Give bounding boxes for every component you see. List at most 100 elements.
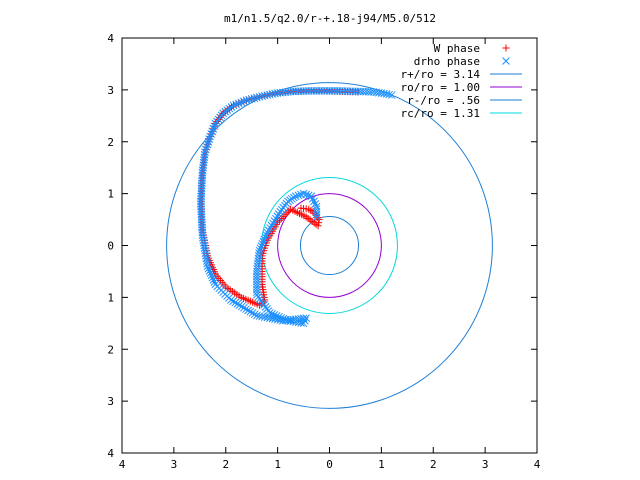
drho-phase-point-d2: [299, 189, 308, 198]
drho-phase-point-d2: [203, 140, 212, 149]
drho-phase-point: [229, 297, 237, 306]
drho-phase-point: [247, 95, 256, 103]
y-tick-label: 2: [107, 136, 114, 149]
drho-phase-point-d2: [242, 305, 250, 313]
drho-phase-point: [233, 300, 242, 308]
drho-phase-point-d2: [197, 189, 206, 198]
drho-phase-point-d2: [294, 315, 303, 323]
drho-phase-point-d2: [304, 191, 313, 200]
drho-phase-point-d2: [260, 235, 269, 244]
drho-phase-point-d2: [270, 217, 279, 225]
drho-phase-point: [237, 302, 246, 311]
drho-phase-point-d2: [253, 264, 262, 273]
drho-phase-point-d2: [267, 221, 276, 230]
y-tick-label: 3: [107, 84, 114, 97]
drho-phase-point: [203, 140, 212, 149]
drho-phase-point-d2: [268, 90, 277, 98]
drho-phase-point-d2: [307, 192, 316, 201]
drho-phase-point: [385, 90, 394, 99]
drho-phase-point-d2: [253, 93, 261, 102]
x-tick-label: 3: [171, 458, 178, 471]
drho-phase-point: [294, 191, 303, 200]
drho-phase-point-d2: [299, 314, 308, 323]
drho-phase-point-d2: [250, 310, 259, 319]
drho-phase-point: [269, 219, 277, 228]
y-axis-ticks: 4 3 2 1 0 1 2 3 4: [107, 32, 537, 460]
drho-phase-point: [242, 305, 250, 313]
drho-phase-point: [237, 98, 246, 107]
drho-phase-point: [307, 192, 316, 201]
drho-phase-point: [253, 288, 261, 297]
drho-phase-point-d2: [204, 137, 213, 146]
drho-phase-point-d2: [198, 174, 207, 182]
legend-marker-sample-d2: [502, 57, 510, 65]
legend-marker-sample: [502, 57, 510, 65]
drho-phase-point-d2: [207, 271, 216, 280]
drho-phase-point: [209, 276, 218, 284]
circle-series: [299, 215, 360, 276]
drho-phase-point: [253, 311, 261, 320]
drho-phase-point: [204, 137, 213, 146]
drho-phase-point: [204, 264, 213, 273]
drho-phase-point-d2: [197, 194, 205, 203]
drho-phase-point-d2: [240, 97, 248, 106]
drho-phase-point-d2: [210, 278, 219, 286]
legend-marker-sample: [502, 44, 510, 52]
x-tick-label: 3: [482, 458, 489, 471]
drho-phase-point-d2: [235, 301, 244, 310]
drho-phase-point-d2: [229, 101, 238, 110]
drho-phase-point-d2: [242, 96, 251, 105]
drho-phase-point-d2: [297, 190, 305, 199]
drho-phase-point: [201, 148, 209, 156]
y-tick-label: 4: [107, 32, 114, 45]
drho-phase-point-d2: [286, 87, 295, 96]
drho-phase-point-d2: [260, 91, 269, 100]
drho-phase-point: [210, 122, 219, 131]
drho-phase-point-d2: [211, 280, 220, 289]
drho-phase-point-d2: [206, 269, 215, 277]
drho-phase-point-d2: [276, 207, 285, 216]
drho-phase-point-d2: [297, 314, 305, 323]
y-tick-label: 1: [107, 188, 114, 201]
drho-phase-point-d2: [201, 148, 209, 156]
drho-phase-point-d2: [262, 230, 271, 239]
drho-phase-point: [261, 233, 270, 241]
x-tick-label: 0: [326, 458, 333, 471]
drho-phase-point-d2: [255, 92, 264, 101]
chart-title: m1/n1.5/q2.0/r-+.18-j94/M5.0/512: [224, 12, 436, 25]
drho-phase-point-d2: [245, 95, 253, 104]
x-tick-label: 4: [534, 458, 541, 471]
drho-phase-point-d2: [259, 237, 268, 246]
drho-phase-point-d2: [204, 264, 213, 273]
drho-phase-point-d2: [209, 276, 218, 284]
drho-phase-point: [207, 271, 216, 280]
drho-phase-point-d2: [261, 233, 270, 241]
drho-phase-point-d2: [255, 312, 264, 320]
drho-phase-point-d2: [284, 88, 292, 96]
drho-phase-point-d2: [273, 212, 282, 221]
drho-phase-point-d2: [281, 88, 290, 97]
drho-phase-point: [262, 230, 271, 239]
drho-phase-point-d2: [312, 205, 321, 214]
drho-phase-point-d2: [202, 145, 210, 154]
drho-phase-point: [206, 132, 215, 141]
drho-phase-point-d2: [197, 197, 205, 206]
drho-phase-point-d2: [200, 150, 209, 159]
y-tick-label: 0: [107, 240, 114, 253]
drho-phase-point-d2: [284, 316, 292, 324]
drho-phase-point: [242, 96, 251, 105]
drho-phase-point: [273, 212, 282, 221]
drho-phase-point: [202, 145, 210, 154]
drho-phase-point-d2: [265, 90, 274, 99]
y-tick-label: 2: [107, 343, 114, 356]
drho-phase-point-d2: [253, 288, 261, 297]
drho-phase-point-d2: [237, 98, 246, 107]
circle-series: [277, 193, 382, 298]
drho-phase-point: [312, 205, 321, 214]
y-tick-label: 3: [107, 395, 114, 408]
drho-phase-point: [205, 135, 214, 144]
drho-phase-point: [240, 97, 248, 106]
drho-phase-point: [246, 307, 255, 316]
drho-phase-point-d2: [308, 194, 317, 203]
